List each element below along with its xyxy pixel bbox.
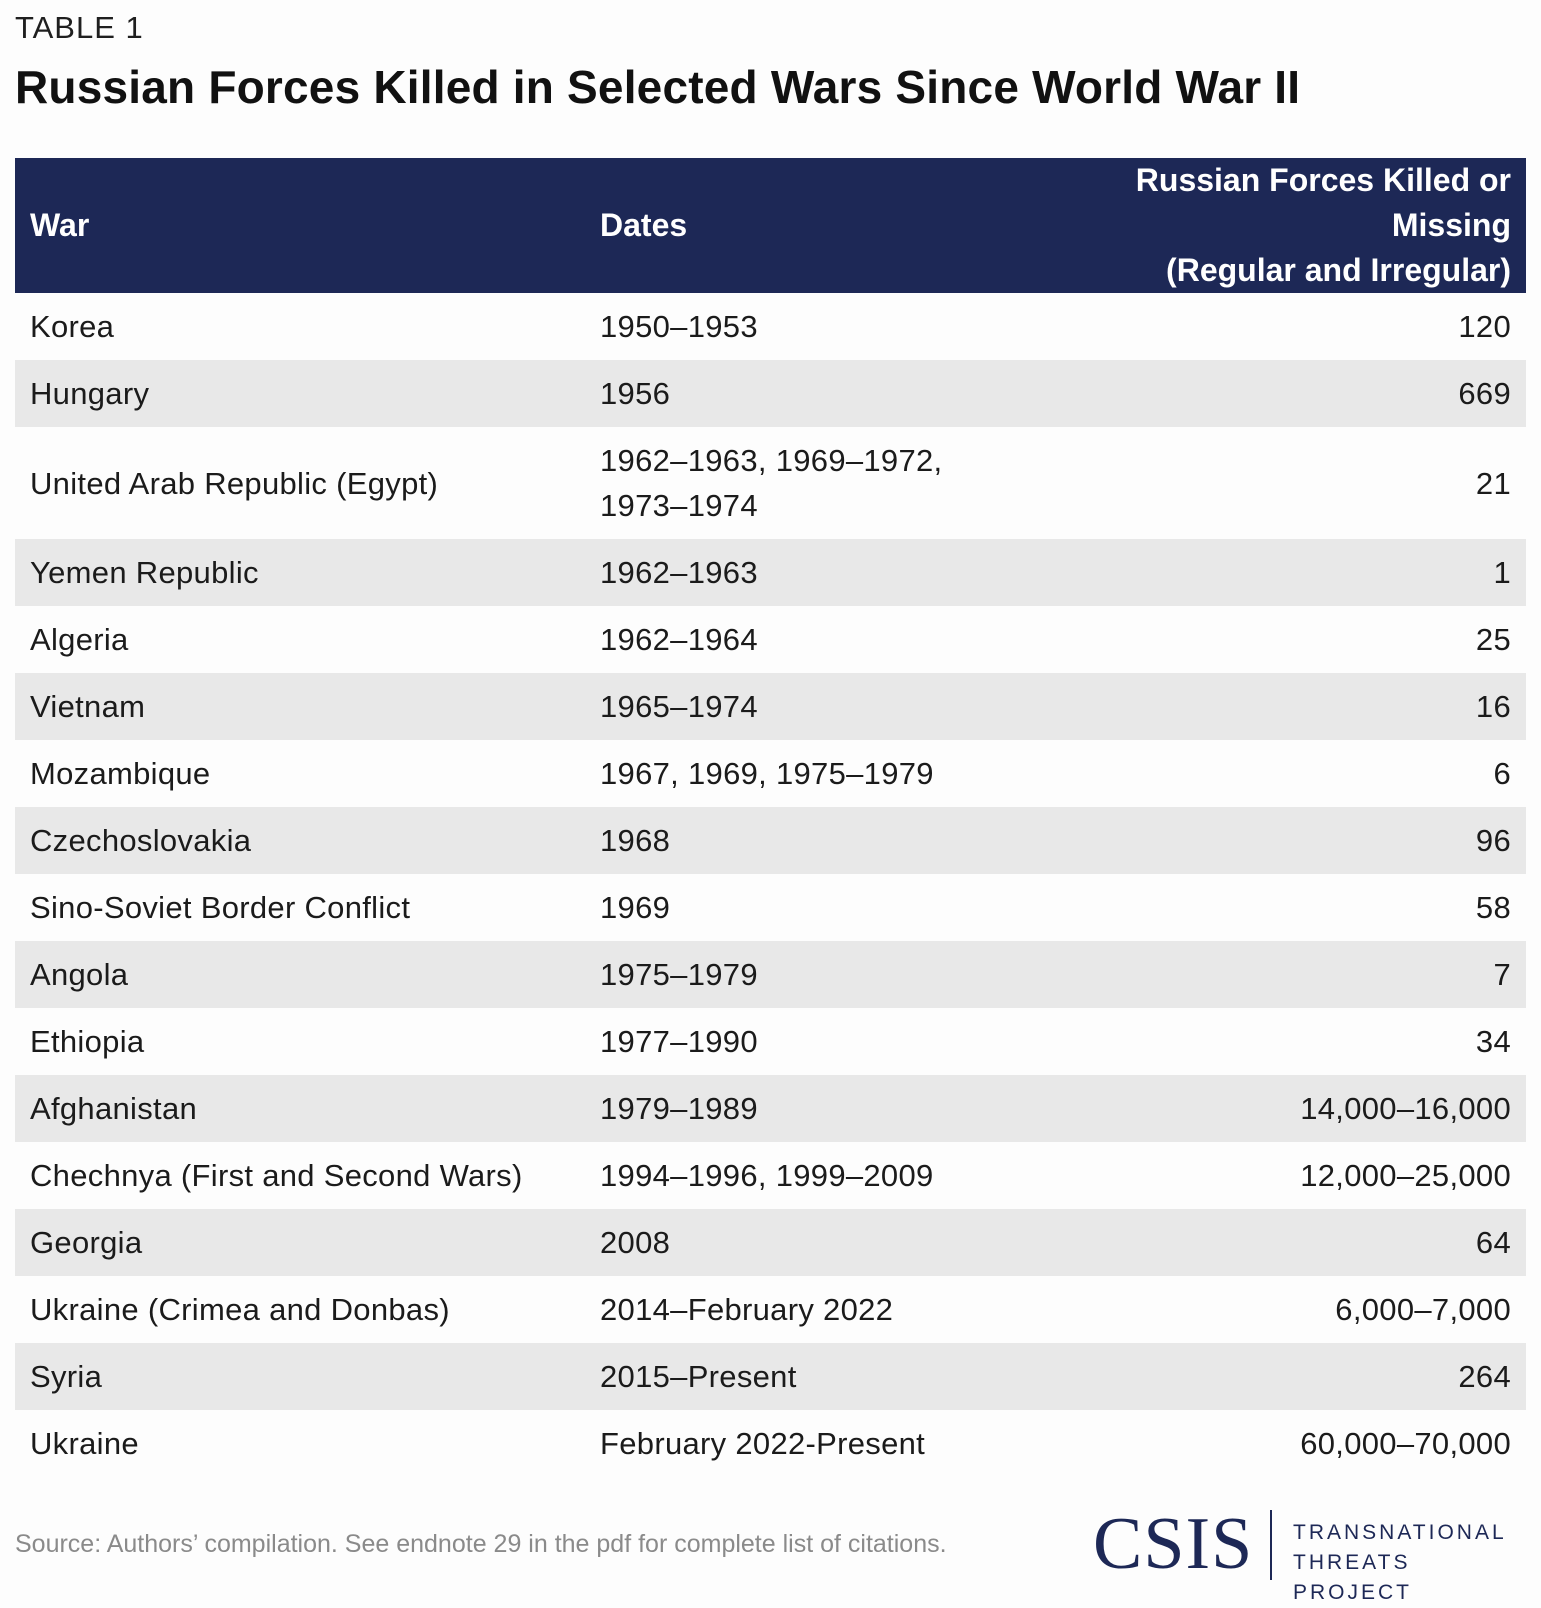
cell-war: Vietnam bbox=[30, 689, 146, 724]
cell-war: Korea bbox=[30, 309, 115, 344]
cell-dates-line2: 1973–1974 bbox=[600, 488, 758, 523]
cell-war: Hungary bbox=[30, 376, 150, 411]
cell-killed: 7 bbox=[1493, 957, 1511, 992]
data-table: War Dates Russian Forces Killed or Missi… bbox=[15, 158, 1526, 1477]
table-label: TABLE 1 bbox=[15, 10, 144, 45]
cell-war: Afghanistan bbox=[30, 1091, 198, 1126]
cell-killed: 96 bbox=[1475, 823, 1511, 858]
csis-logo: CSIS TRANSNATIONAL THREATS PROJECT bbox=[1093, 1504, 1523, 1604]
header-killed: Russian Forces Killed or Missing (Regula… bbox=[1105, 158, 1526, 293]
logo-text-line1: TRANSNATIONAL bbox=[1293, 1521, 1507, 1544]
table-row: Sino-Soviet Border Conflict 1969 58 bbox=[15, 874, 1526, 941]
table-row: Chechnya (First and Second Wars) 1994–19… bbox=[15, 1142, 1526, 1209]
table-body: Korea 1950–1953 120 Hungary 1956 669 Uni… bbox=[15, 293, 1526, 1477]
cell-killed: 14,000–16,000 bbox=[1300, 1091, 1511, 1126]
cell-dates: 1965–1974 bbox=[600, 689, 758, 724]
cell-dates: 2008 bbox=[600, 1225, 671, 1260]
cell-dates: 1962–1963 bbox=[600, 555, 758, 590]
table-row: Hungary 1956 669 bbox=[15, 360, 1526, 427]
logo-text-line2: THREATS PROJECT bbox=[1293, 1551, 1413, 1604]
cell-killed: 58 bbox=[1475, 890, 1511, 925]
cell-dates: 1968 bbox=[600, 823, 671, 858]
cell-dates: 1956 bbox=[600, 376, 671, 411]
cell-dates: 1967, 1969, 1975–1979 bbox=[600, 756, 934, 791]
cell-killed: 6 bbox=[1493, 756, 1511, 791]
cell-dates: 1977–1990 bbox=[600, 1024, 758, 1059]
cell-dates: February 2022-Present bbox=[600, 1426, 926, 1461]
header-killed-line2: (Regular and Irregular) bbox=[1166, 252, 1511, 288]
cell-killed: 25 bbox=[1475, 622, 1511, 657]
cell-war: Algeria bbox=[30, 622, 129, 657]
cell-dates: 2014–February 2022 bbox=[600, 1292, 894, 1327]
logo-text: TRANSNATIONAL THREATS PROJECT bbox=[1293, 1518, 1523, 1608]
table-row: Vietnam 1965–1974 16 bbox=[15, 673, 1526, 740]
cell-war: Ukraine bbox=[30, 1426, 139, 1461]
cell-war: Ethiopia bbox=[30, 1024, 145, 1059]
table-row: Algeria 1962–1964 25 bbox=[15, 606, 1526, 673]
cell-war: Czechoslovakia bbox=[30, 823, 252, 858]
table-row: Afghanistan 1979–1989 14,000–16,000 bbox=[15, 1075, 1526, 1142]
logo-mark: CSIS bbox=[1093, 1503, 1254, 1585]
header-dates: Dates bbox=[600, 207, 688, 243]
cell-killed: 34 bbox=[1475, 1024, 1511, 1059]
cell-dates: 1975–1979 bbox=[600, 957, 758, 992]
cell-war: Yemen Republic bbox=[30, 555, 259, 590]
cell-dates-line1: 1962–1963, 1969–1972, bbox=[600, 443, 943, 478]
cell-dates: 1979–1989 bbox=[600, 1091, 758, 1126]
cell-killed: 264 bbox=[1458, 1359, 1511, 1394]
table-row: Korea 1950–1953 120 bbox=[15, 293, 1526, 360]
table-title: Russian Forces Killed in Selected Wars S… bbox=[15, 61, 1301, 113]
cell-war: Mozambique bbox=[30, 756, 211, 791]
cell-war: United Arab Republic (Egypt) bbox=[30, 465, 439, 501]
cell-killed: 16 bbox=[1475, 689, 1511, 724]
table-row: United Arab Republic (Egypt) 1962–1963, … bbox=[15, 427, 1526, 539]
cell-dates: 1969 bbox=[600, 890, 671, 925]
cell-killed: 21 bbox=[1475, 465, 1511, 501]
cell-killed: 6,000–7,000 bbox=[1335, 1292, 1511, 1327]
cell-war: Georgia bbox=[30, 1225, 143, 1260]
logo-divider bbox=[1270, 1510, 1272, 1580]
table-row: Angola 1975–1979 7 bbox=[15, 941, 1526, 1008]
header-killed-line1: Russian Forces Killed or Missing bbox=[1135, 162, 1511, 243]
table-row: Ukraine (Crimea and Donbas) 2014–Februar… bbox=[15, 1276, 1526, 1343]
table-row: Czechoslovakia 1968 96 bbox=[15, 807, 1526, 874]
table-header: War Dates Russian Forces Killed or Missi… bbox=[15, 158, 1526, 293]
cell-war: Chechnya (First and Second Wars) bbox=[30, 1158, 523, 1193]
table-row: Ukraine February 2022-Present 60,000–70,… bbox=[15, 1410, 1526, 1477]
casualties-table: War Dates Russian Forces Killed or Missi… bbox=[15, 158, 1526, 1477]
cell-dates: 1994–1996, 1999–2009 bbox=[600, 1158, 934, 1193]
cell-dates: 2015–Present bbox=[600, 1359, 797, 1394]
cell-killed: 120 bbox=[1458, 309, 1511, 344]
cell-war: Sino-Soviet Border Conflict bbox=[30, 890, 411, 925]
cell-dates: 1962–1963, 1969–1972, 1973–1974 bbox=[585, 427, 1105, 539]
cell-killed: 1 bbox=[1493, 555, 1511, 590]
cell-dates: 1962–1964 bbox=[600, 622, 758, 657]
table-row: Syria 2015–Present 264 bbox=[15, 1343, 1526, 1410]
table-row: Yemen Republic 1962–1963 1 bbox=[15, 539, 1526, 606]
table-row: Mozambique 1967, 1969, 1975–1979 6 bbox=[15, 740, 1526, 807]
cell-war: Syria bbox=[30, 1359, 103, 1394]
cell-war: Angola bbox=[30, 957, 129, 992]
header-war: War bbox=[30, 207, 90, 243]
source-note: Source: Authors’ compilation. See endnot… bbox=[15, 1530, 947, 1558]
cell-killed: 669 bbox=[1458, 376, 1511, 411]
cell-killed: 60,000–70,000 bbox=[1300, 1426, 1511, 1461]
table-row: Ethiopia 1977–1990 34 bbox=[15, 1008, 1526, 1075]
cell-war: Ukraine (Crimea and Donbas) bbox=[30, 1292, 450, 1327]
cell-killed: 12,000–25,000 bbox=[1300, 1158, 1511, 1193]
cell-dates: 1950–1953 bbox=[600, 309, 758, 344]
table-row: Georgia 2008 64 bbox=[15, 1209, 1526, 1276]
header-row: War Dates Russian Forces Killed or Missi… bbox=[15, 158, 1526, 293]
cell-killed: 64 bbox=[1475, 1225, 1511, 1260]
